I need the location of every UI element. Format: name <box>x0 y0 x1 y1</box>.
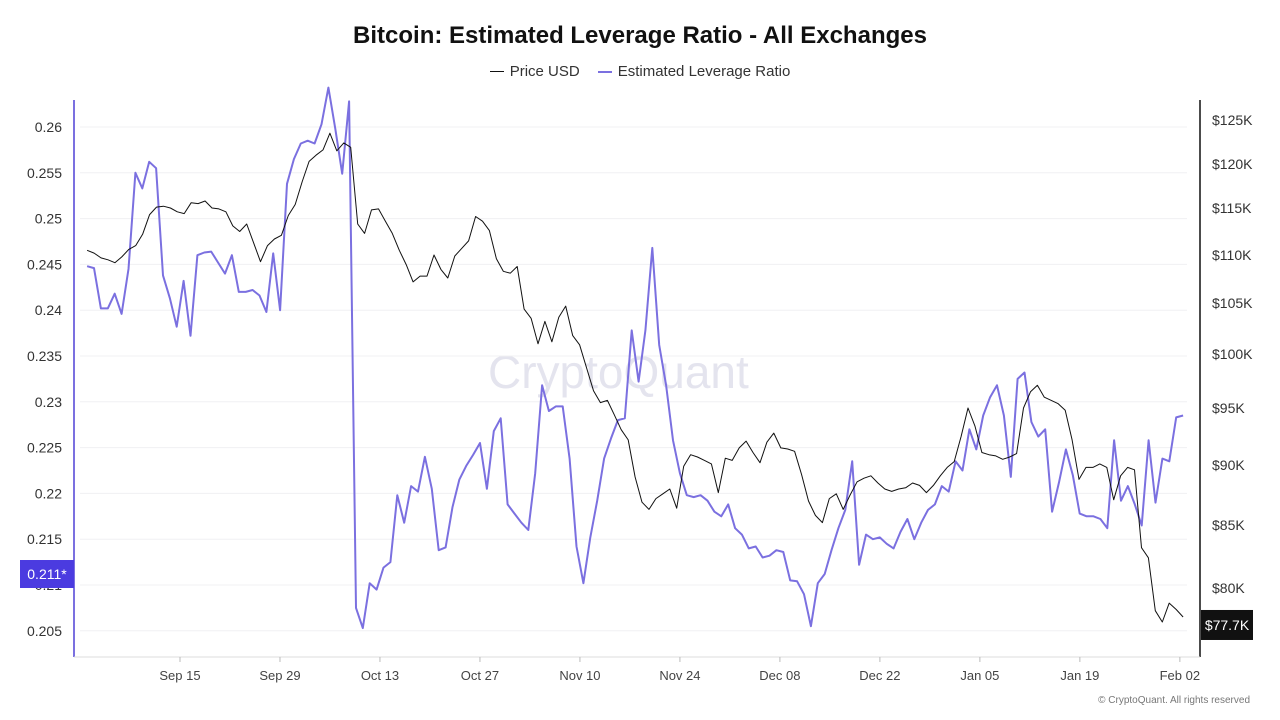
current-leverage-badge <box>20 560 74 589</box>
legend-swatch-leverage <box>597 70 612 73</box>
legend-item-leverage[interactable]: Estimated Leverage Ratio <box>597 63 791 80</box>
chart-title: Bitcoin: Estimated Leverage Ratio - All … <box>353 22 927 49</box>
left-tick-label: 0.23 <box>35 394 62 410</box>
left-tick-label: 0.245 <box>27 256 62 272</box>
right-tick-label: $105K <box>1212 295 1253 311</box>
right-tick-label: $110K <box>1212 247 1252 263</box>
x-tick-label: Nov 10 <box>559 668 600 683</box>
left-tick-label: 0.24 <box>35 302 62 318</box>
left-tick-label: 0.25 <box>35 211 62 227</box>
x-tick-label: Jan 19 <box>1060 668 1099 683</box>
x-tick-label: Feb 02 <box>1160 668 1200 683</box>
left-tick-label: 0.255 <box>27 165 62 181</box>
legend-swatch-price <box>489 71 504 72</box>
current-leverage-label: 0.211* <box>27 566 67 582</box>
x-tick-label: Dec 22 <box>859 668 900 683</box>
right-tick-label: $80K <box>1212 580 1245 596</box>
cryptoquant-watermark: CryptoQuant <box>488 346 749 398</box>
leverage-ratio-line <box>86 86 1184 630</box>
copyright-note: © CryptoQuant. All rights reserved <box>1098 695 1250 706</box>
right-tick-label: $95K <box>1212 400 1245 416</box>
left-tick-label: 0.215 <box>27 531 62 547</box>
current-price-label: $77.7K <box>1205 617 1250 633</box>
legend-label-leverage: Estimated Leverage Ratio <box>617 63 791 80</box>
price-line <box>86 132 1184 623</box>
x-tick-label: Oct 27 <box>461 668 499 683</box>
right-tick-label: $115K <box>1212 200 1252 216</box>
left-tick-label: 0.205 <box>27 623 62 639</box>
x-tick-label: Sep 29 <box>259 668 300 683</box>
current-price-badge <box>1201 609 1253 640</box>
right-tick-label: $85K <box>1212 517 1245 533</box>
right-tick-label: $125K <box>1212 112 1253 128</box>
legend-label-price: Price USD <box>509 63 580 80</box>
left-tick-label: 0.22 <box>35 485 62 501</box>
left-tick-label: 0.235 <box>27 348 62 364</box>
left-tick-label: 0.225 <box>27 440 62 456</box>
x-tick-label: Nov 24 <box>659 668 700 683</box>
right-tick-label: $100K <box>1212 346 1253 362</box>
x-tick-label: Sep 15 <box>159 668 200 683</box>
x-tick-label: Jan 05 <box>960 668 999 683</box>
x-tick-label: Dec 08 <box>759 668 800 683</box>
right-tick-label: $90K <box>1212 457 1245 473</box>
left-tick-label: 0.26 <box>35 119 62 135</box>
right-tick-label: $120K <box>1212 156 1253 172</box>
x-tick-label: Oct 13 <box>361 668 399 683</box>
legend: Price USD Estimated Leverage Ratio <box>0 63 1280 80</box>
legend-item-price[interactable]: Price USD <box>489 63 580 80</box>
